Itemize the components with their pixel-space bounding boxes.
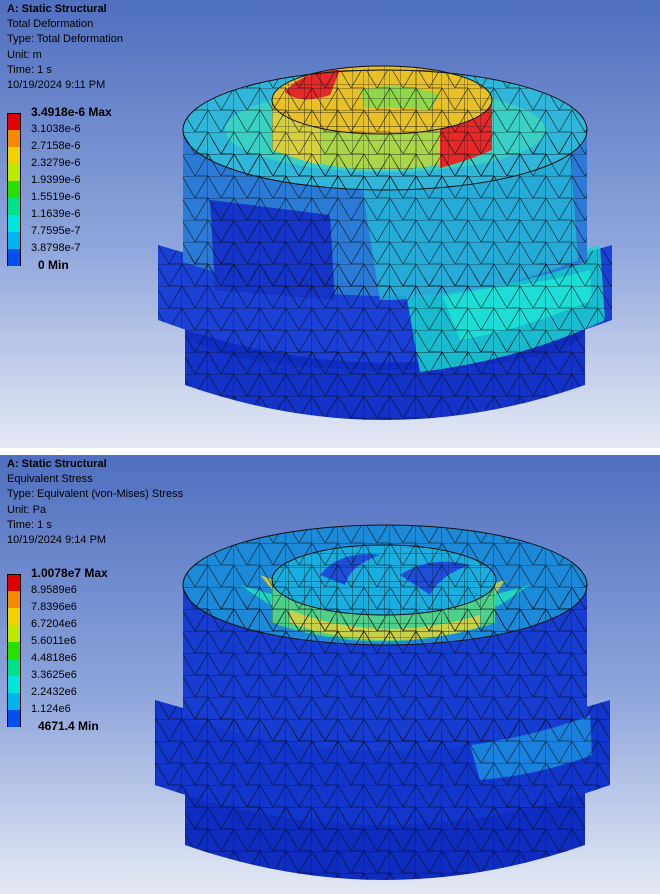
legend-label: 6.7204e6 [31,618,77,630]
legend-swatch [7,659,21,676]
result-unit: Unit: m [7,48,42,61]
legend-label: 1.124e6 [31,703,71,715]
legend-label: 2.3279e-6 [31,157,81,169]
legend-min-label: 4671.4 Min [38,719,99,733]
legend-swatch [7,198,21,215]
legend-label: 2.7158e-6 [31,140,81,152]
stress-model-render[interactable] [0,455,660,894]
legend-label: 3.3625e6 [31,669,77,681]
legend-label: 7.7595e-7 [31,225,81,237]
legend-swatch [7,625,21,642]
result-type: Type: Total Deformation [7,33,123,46]
legend-swatch [7,642,21,659]
result-name: Total Deformation [7,18,94,31]
legend-swatch [7,147,21,164]
legend-label: 3.8798e-7 [31,242,81,254]
result-unit: Unit: Pa [7,503,47,516]
legend-swatch [7,591,21,608]
viewport-equivalent-stress[interactable]: A: Static Structural Equivalent Stress T… [0,455,660,894]
legend-label: 1.1639e-6 [31,208,81,220]
legend-swatch [7,608,21,625]
analysis-title: A: Static Structural [7,3,107,15]
legend-label: 1.9399e-6 [31,174,81,186]
legend-min-label: 0 Min [38,258,69,272]
legend-label: 3.1038e-6 [31,123,81,135]
legend-label: 7.8396e6 [31,601,77,613]
legend-swatch [7,249,21,266]
result-time: Time: 1 s [7,63,52,76]
legend-swatch [7,181,21,198]
legend-swatch [7,164,21,181]
legend-swatch [7,130,21,147]
result-type: Type: Equivalent (von-Mises) Stress [7,488,184,501]
legend-swatch [7,710,21,727]
legend-label: 5.6011e6 [31,635,77,647]
result-timestamp: 10/19/2024 9:11 PM [7,79,106,92]
result-time: Time: 1 s [7,518,52,531]
deformation-model-render[interactable] [0,0,660,448]
result-name: Equivalent Stress [7,473,93,486]
legend-label: 2.2432e6 [31,686,77,698]
result-info: A: Static Structural Equivalent Stress T… [7,457,183,548]
legend-label: 1.5519e-6 [31,191,81,203]
legend-swatch [7,574,21,591]
legend-swatch [7,693,21,710]
legend-label: 8.9589e6 [31,584,77,596]
viewport-total-deformation[interactable]: A: Static Structural Total Deformation T… [0,0,660,448]
legend-swatch [7,232,21,249]
result-info: A: Static Structural Total Deformation T… [7,2,123,93]
result-timestamp: 10/19/2024 9:14 PM [7,534,107,547]
legend-max-label: 1.0078e7 Max [31,566,108,580]
legend-label: 4.4818e6 [31,652,77,664]
legend-max-label: 3.4918e-6 Max [31,105,112,119]
panel-divider [0,448,660,455]
analysis-title: A: Static Structural [7,458,107,470]
legend-swatch [7,676,21,693]
legend-swatch [7,113,21,130]
legend-swatch [7,215,21,232]
